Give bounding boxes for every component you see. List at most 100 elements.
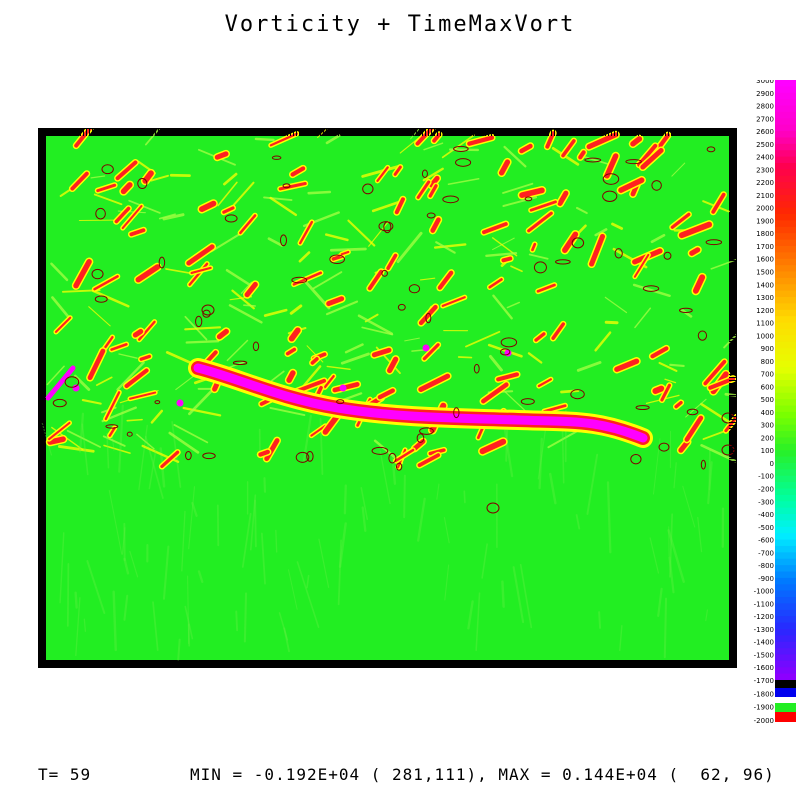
contour-loop: [425, 312, 432, 324]
red-patch: [537, 378, 552, 388]
colorbar-tick-label: 2100: [756, 192, 774, 200]
texture-streak: [422, 167, 444, 182]
texture-streak: [538, 437, 543, 490]
texture-streak: [173, 424, 209, 444]
texture-streak: [632, 283, 671, 298]
contour-loop: [388, 452, 397, 464]
colorbar-tick-label: 2700: [756, 115, 774, 123]
red-patch: [551, 322, 565, 340]
colorbar-band: [775, 360, 796, 368]
colorbar-tick-label: -300: [758, 498, 774, 506]
contour-loop: [630, 454, 642, 465]
colorbar-tick-label: 3000: [756, 80, 774, 85]
colorbar-tick-label: -2000: [754, 717, 774, 725]
red-patch: [294, 378, 327, 394]
texture-streak: [347, 219, 376, 247]
texture-streak: [225, 268, 255, 289]
red-patch: [589, 233, 606, 267]
texture-streak: [586, 453, 599, 515]
red-patch: [104, 391, 121, 421]
colorbar-band: [775, 373, 796, 381]
colorbar-band: [775, 648, 796, 656]
red-patch: [481, 382, 509, 404]
texture-streak: [650, 233, 666, 244]
red-patch: [536, 283, 556, 293]
red-patch: [586, 132, 619, 150]
colorbar-tick-label: 600: [761, 383, 774, 391]
colorbar-band: [775, 86, 796, 94]
contour-loop: [500, 337, 518, 348]
colorbar-band: [775, 520, 796, 528]
texture-streak: [243, 304, 257, 307]
contour-loop: [232, 360, 248, 365]
texture-streak: [594, 228, 608, 237]
colorbar-band: [775, 214, 796, 222]
contour-loop: [336, 399, 345, 405]
colorbar-band: [775, 673, 796, 681]
ridge-left-fragment: [45, 365, 76, 401]
red-patch: [326, 296, 345, 307]
texture-streak: [263, 308, 288, 317]
contour-loop: [94, 295, 108, 303]
red-patch: [124, 368, 149, 389]
texture-streak: [361, 506, 367, 532]
colorbar-tick-label: 1200: [756, 307, 774, 315]
red-patch: [114, 206, 131, 224]
red-patch: [488, 278, 503, 289]
red-patch: [417, 453, 441, 468]
red-patch: [422, 343, 440, 361]
texture-streak: [93, 193, 123, 206]
colorbar-band: [775, 284, 796, 292]
colorbar-band: [775, 182, 796, 190]
red-patch: [529, 200, 557, 212]
texture-streak: [210, 230, 245, 253]
texture-streak: [278, 612, 289, 641]
red-patch: [531, 242, 537, 252]
texture-streak: [123, 594, 129, 621]
red-patch: [142, 170, 154, 184]
texture-streak: [443, 517, 450, 544]
red-patch: [678, 221, 713, 239]
texture-streak: [57, 444, 95, 453]
colorbar-band: [775, 526, 796, 534]
colorbar-tick-label: 500: [761, 396, 774, 404]
colorbar-tick-label: -1000: [754, 588, 774, 596]
texture-streak: [126, 418, 143, 422]
texture-streak: [103, 444, 131, 454]
red-patch: [527, 211, 553, 233]
colorbar-band: [775, 341, 796, 349]
texture-streak: [307, 190, 332, 195]
texture-streak: [75, 597, 81, 657]
red-patch: [310, 424, 327, 437]
red-patch: [498, 159, 511, 176]
texture-streak: [108, 489, 123, 555]
texture-streak: [267, 237, 284, 247]
contour-loop: [658, 442, 670, 452]
colorbar-tick-label: 700: [761, 371, 774, 379]
red-patch: [198, 200, 217, 212]
texture-streak: [184, 326, 222, 331]
colorbar-band: [775, 118, 796, 126]
colorbar-band: [775, 507, 796, 515]
colorbar-band: [775, 424, 796, 432]
red-patch: [637, 143, 658, 167]
colorbar-tick-label: 2800: [756, 103, 774, 111]
colorbar-band: [775, 462, 796, 470]
colorbar-band: [775, 245, 796, 253]
texture-streak: [260, 532, 266, 585]
colorbar-band: [775, 405, 796, 413]
red-patch: [288, 327, 301, 342]
colorbar-band: [775, 622, 796, 630]
red-patch: [160, 450, 180, 469]
texture-streak: [106, 432, 110, 469]
colorbar-band: [775, 265, 796, 273]
texture-streak: [158, 213, 176, 220]
colorbar-band: [775, 552, 796, 560]
colorbar-tick-label: -1700: [754, 677, 774, 685]
texture-streak: [606, 481, 612, 554]
red-patch: [286, 370, 296, 383]
red-patch: [87, 348, 106, 381]
red-patch: [692, 274, 706, 294]
texture-streak: [417, 497, 426, 542]
colorbar-tick-label: 2000: [756, 205, 774, 213]
